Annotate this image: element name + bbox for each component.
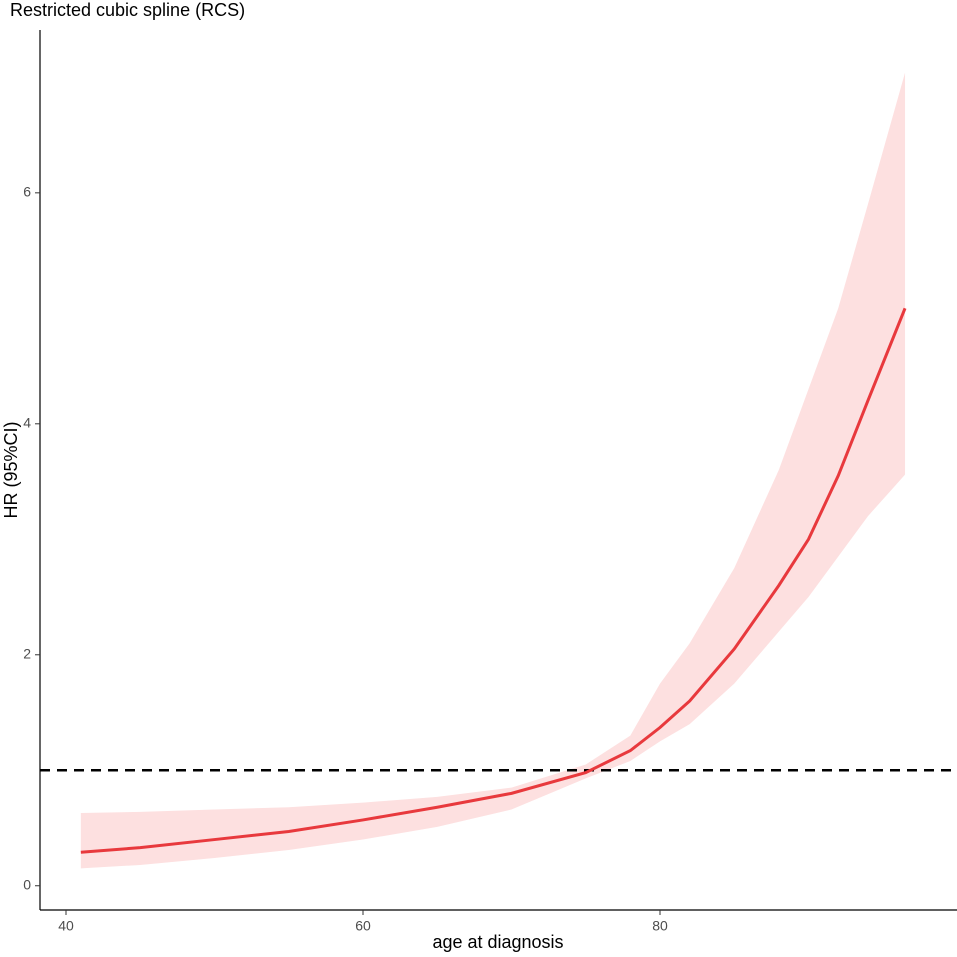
y-tick-label: 2 [23, 645, 31, 661]
hr-line [80, 307, 907, 854]
x-axis-label: age at diagnosis [432, 932, 563, 952]
y-tick-label: 0 [23, 876, 31, 892]
y-tick-label: 4 [23, 415, 31, 431]
y-tick-label: 6 [23, 184, 31, 200]
x-tick-label: 60 [355, 918, 371, 934]
confidence-band [80, 72, 906, 869]
x-tick-label: 40 [58, 918, 74, 934]
x-tick-label: 80 [652, 918, 668, 934]
chart-title: Restricted cubic spline (RCS) [10, 0, 245, 20]
y-axis-label: HR (95%CI) [1, 421, 21, 518]
